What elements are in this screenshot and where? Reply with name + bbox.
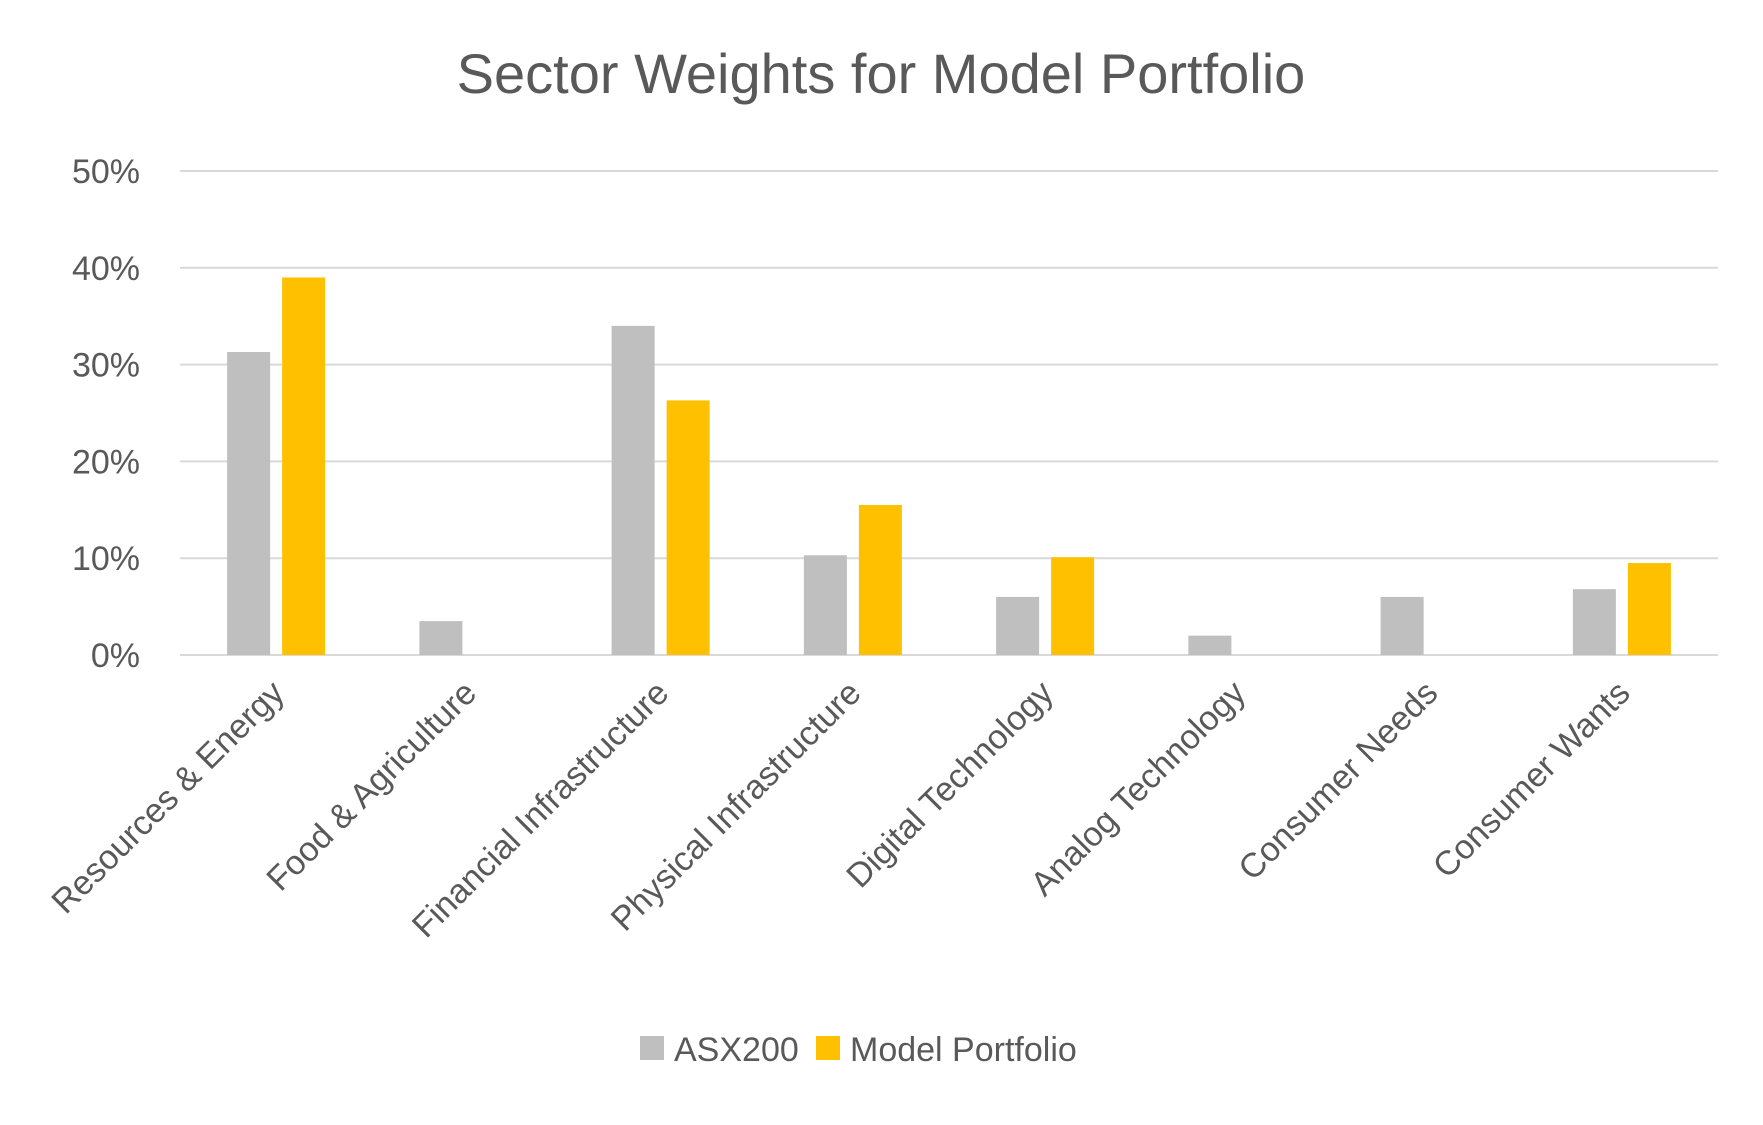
y-tick-label: 40% <box>72 250 140 288</box>
bar-model-portfolio-digital-technology <box>1051 557 1095 655</box>
legend: ASX200 Model Portfolio <box>640 1031 1077 1069</box>
bar-asx200-consumer-needs <box>1380 596 1424 655</box>
bar-model-portfolio-resources-and-energy <box>282 277 326 655</box>
bar-model-portfolio-physical-infrastructure <box>858 504 902 655</box>
bar-asx200-consumer-wants <box>1572 589 1616 655</box>
gridlines <box>180 170 1718 656</box>
x-tick-label-resources-and-energy: Resources & Energy <box>44 674 291 921</box>
x-tick-label-analog-technology: Analog Technology <box>1023 674 1253 904</box>
bar-model-portfolio-consumer-wants <box>1627 563 1671 655</box>
bar-asx200-food-and-agriculture <box>419 621 463 655</box>
bar-model-portfolio-financial-infrastructure <box>666 400 710 655</box>
x-tick-label-food-and-agriculture: Food & Agriculture <box>259 674 484 899</box>
bars <box>227 277 1671 655</box>
y-axis-ticks: 0% 10% 20% 30% 40% 50% <box>72 153 140 675</box>
x-tick-label-digital-technology: Digital Technology <box>839 674 1061 896</box>
x-tick-label-consumer-wants: Consumer Wants <box>1426 674 1638 886</box>
y-tick-label: 10% <box>72 540 140 578</box>
bar-asx200-physical-infrastructure <box>803 555 847 655</box>
legend-label-asx200: ASX200 <box>674 1031 799 1069</box>
bar-asx200-financial-infrastructure <box>611 325 655 655</box>
bar-asx200-analog-technology <box>1188 635 1232 655</box>
y-tick-label: 30% <box>72 347 140 385</box>
y-tick-label: 50% <box>72 153 140 191</box>
legend-label-model-portfolio: Model Portfolio <box>850 1031 1077 1069</box>
legend-swatch-model-portfolio <box>816 1036 840 1060</box>
y-tick-label: 20% <box>72 443 140 481</box>
x-tick-label-consumer-needs: Consumer Needs <box>1231 674 1445 888</box>
bar-asx200-digital-technology <box>996 596 1040 655</box>
y-tick-label: 0% <box>91 637 140 675</box>
legend-swatch-asx200 <box>640 1036 664 1060</box>
bar-asx200-resources-and-energy <box>227 352 271 655</box>
chart-title: Sector Weights for Model Portfolio <box>457 42 1306 105</box>
